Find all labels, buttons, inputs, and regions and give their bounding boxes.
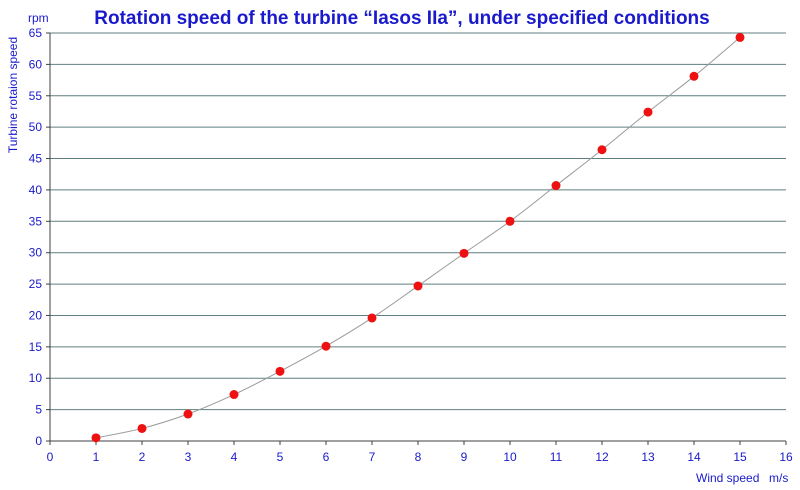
data-point [643, 107, 653, 117]
y-tick-label: 55 [29, 89, 43, 103]
y-tick-label: 25 [29, 277, 43, 291]
grid-lines [50, 32, 786, 411]
data-point [91, 433, 101, 443]
chart-title: Rotation speed of the turbine “Iasos IIa… [94, 8, 709, 29]
x-tick-label: 16 [779, 450, 793, 464]
x-tick-label: 8 [415, 450, 422, 464]
y-tick-label: 65 [29, 26, 43, 40]
data-point [551, 181, 561, 191]
x-tick-label: 5 [277, 450, 284, 464]
data-point [689, 71, 699, 81]
data-point [183, 409, 193, 419]
x-axis-unit: m/s [769, 471, 788, 485]
x-tick-label: 0 [47, 450, 54, 464]
data-point [321, 341, 331, 351]
x-tick-label: 14 [687, 450, 701, 464]
x-tick-label: 6 [323, 450, 330, 464]
y-tick-label: 10 [29, 371, 43, 385]
y-tick-label: 45 [29, 152, 43, 166]
x-tick-label: 13 [641, 450, 655, 464]
x-axis-label: Wind speed [696, 471, 759, 485]
y-tick-label: 30 [29, 246, 43, 260]
x-tick-label: 11 [550, 450, 563, 464]
x-tick-label: 2 [139, 450, 146, 464]
y-tick-label: 40 [29, 183, 43, 197]
y-axis-label: Turbine rotaion speed [6, 37, 20, 153]
x-tick-label: 10 [503, 450, 517, 464]
data-point [367, 313, 377, 323]
data-point [413, 281, 423, 291]
data-point [597, 145, 607, 155]
data-point [275, 366, 285, 376]
y-tick-label: 5 [35, 403, 42, 417]
x-tick-label: 1 [93, 450, 100, 464]
y-tick-label: 60 [29, 57, 43, 71]
data-points [91, 32, 745, 443]
x-tick-label: 3 [185, 450, 192, 464]
y-axis-unit: rpm [28, 11, 49, 25]
x-tick-label: 7 [369, 450, 376, 464]
y-tick-label: 0 [35, 434, 42, 448]
data-point [735, 32, 745, 42]
data-point [137, 423, 147, 433]
data-point [229, 390, 239, 400]
y-tick-label: 20 [29, 308, 43, 322]
x-tick-label: 15 [733, 450, 747, 464]
data-point [459, 248, 469, 258]
x-tick-label: 9 [461, 450, 468, 464]
y-tick-label: 35 [29, 214, 43, 228]
y-tick-label: 15 [29, 340, 43, 354]
y-tick-label: 50 [29, 120, 43, 134]
x-tick-label: 4 [231, 450, 238, 464]
data-point [505, 216, 515, 226]
x-tick-label: 12 [595, 450, 609, 464]
axes [46, 32, 787, 445]
